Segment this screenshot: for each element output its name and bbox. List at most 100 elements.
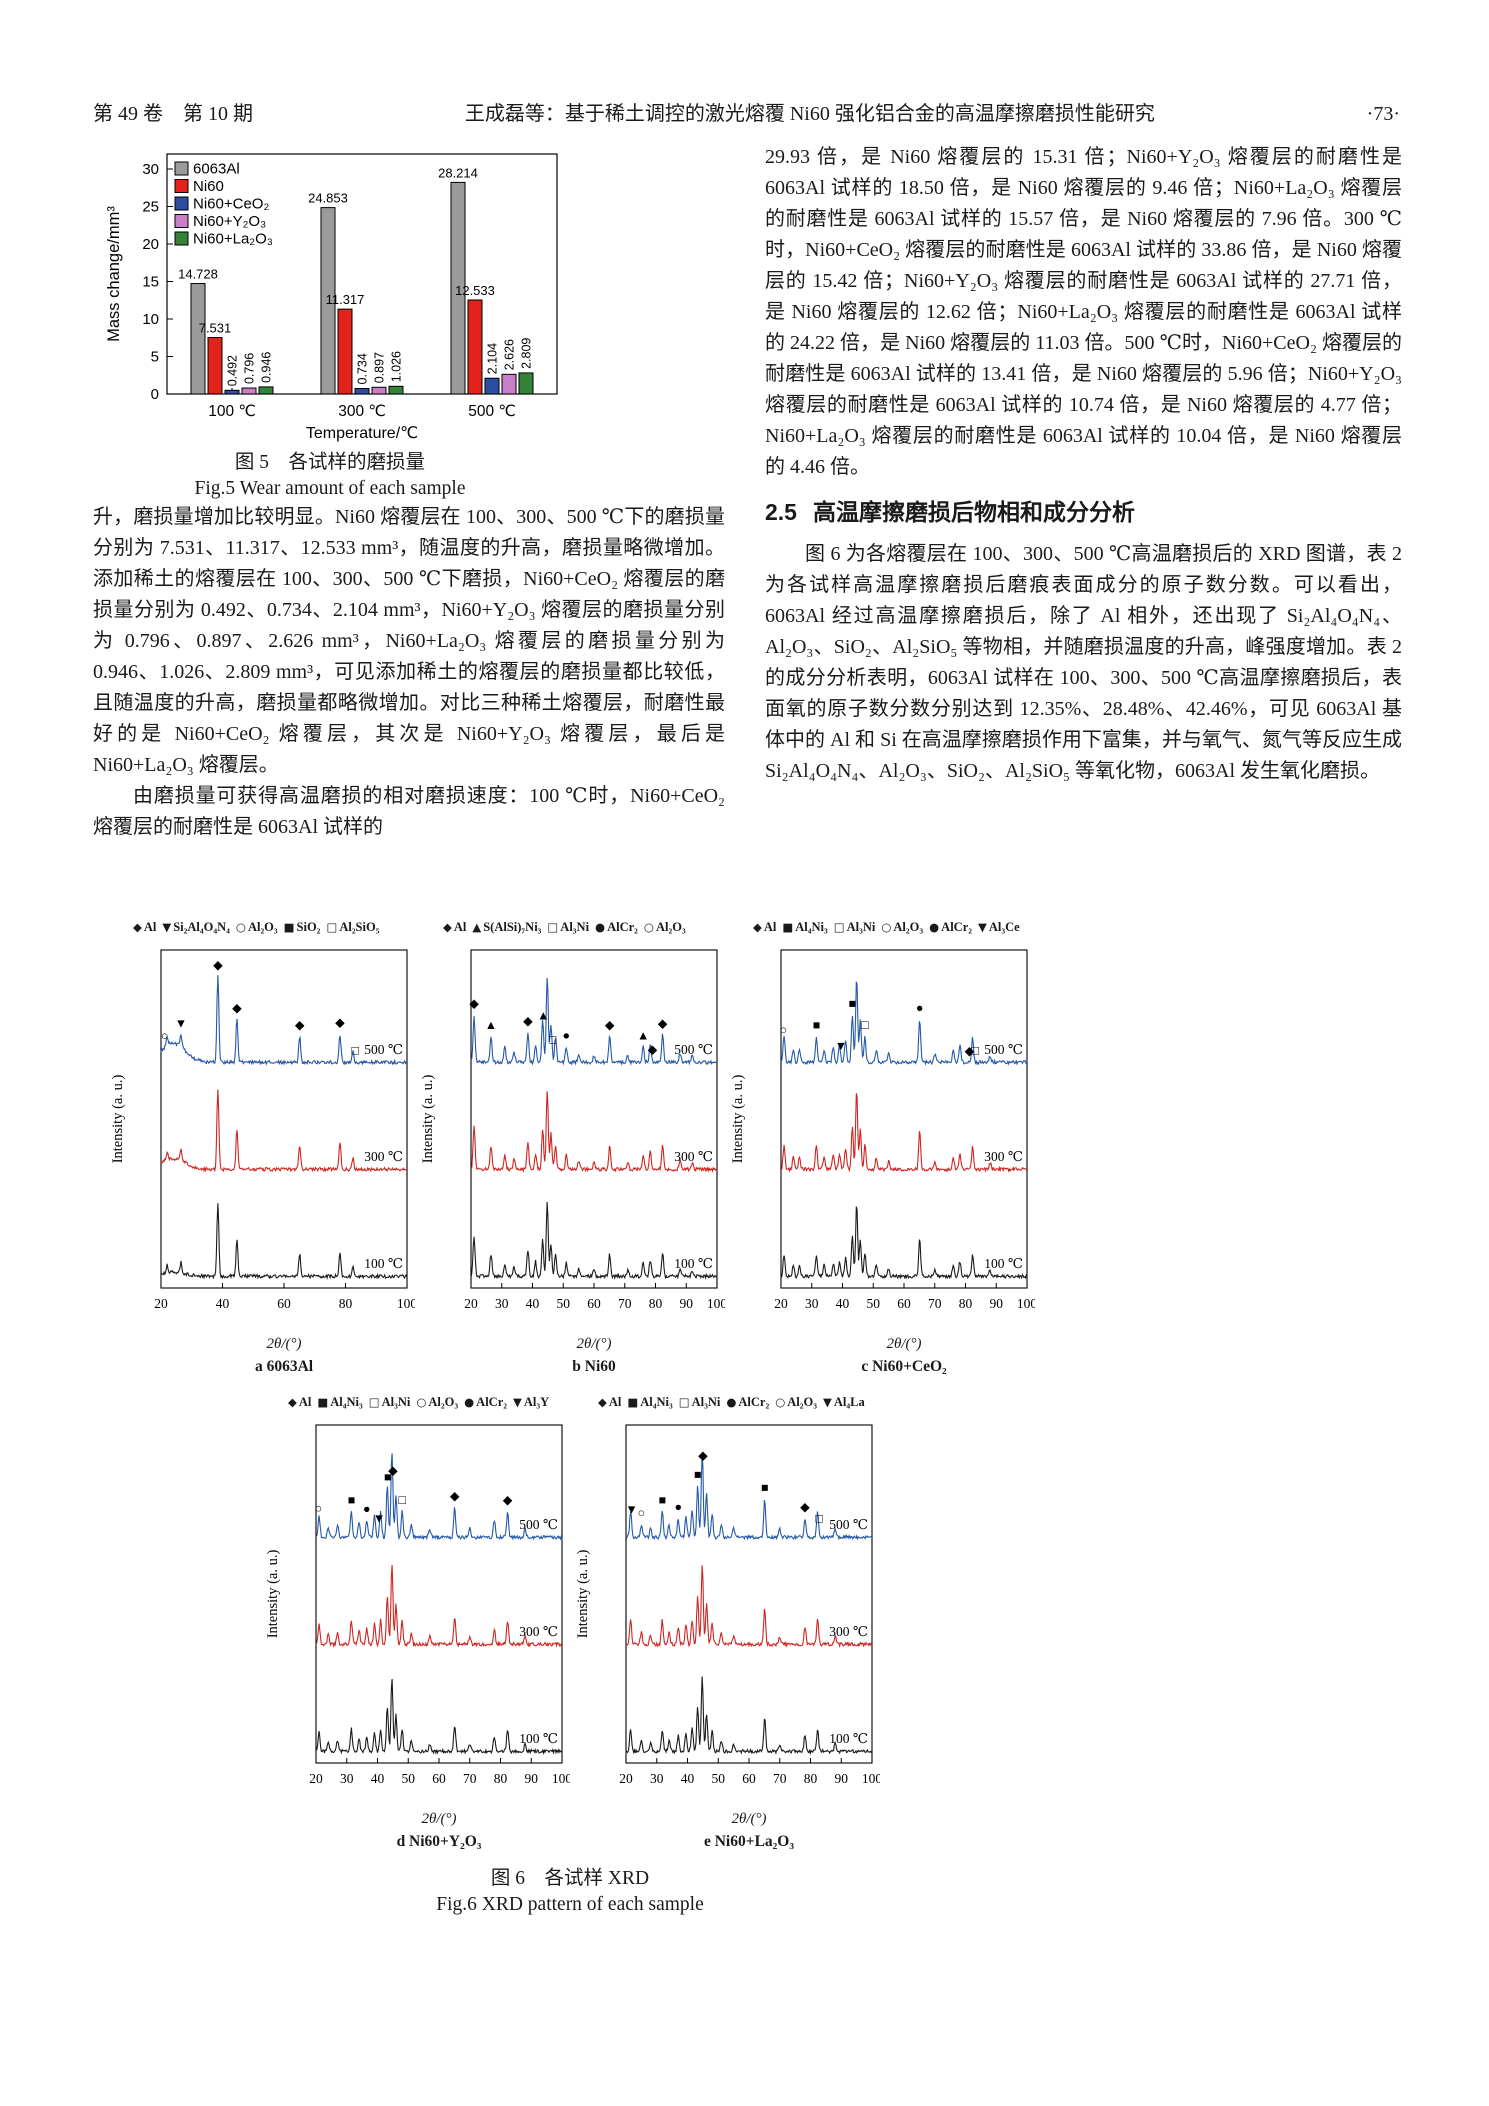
phase-name: Al₂O₃: [428, 1395, 459, 1409]
bar-value: 0.796: [243, 353, 257, 384]
phase-marker-icon: ◆: [658, 1016, 668, 1030]
legend-entry: □ Al₃Ni: [547, 920, 589, 934]
y-axis-label: Intensity (a. u.): [420, 1075, 436, 1164]
phase-symbol-icon: □: [368, 1395, 380, 1409]
phase-marker-icon: ▲: [537, 1009, 549, 1023]
phase-marker-icon: ○: [638, 1506, 646, 1520]
phase-marker-icon: ●: [916, 1001, 924, 1015]
phase-marker-icon: □: [861, 1018, 869, 1032]
x-tick-label: 20: [309, 1771, 323, 1786]
x-tick-label: 90: [525, 1771, 539, 1786]
y-tick-label: 0: [151, 386, 159, 403]
xrd-curve-500℃: [315, 1453, 563, 1541]
xrd-subplot-a: ◆ Al ▼ Si₂Al₄O₄N₄ ○ Al₂O₃ ■ SiO₂ □ Al₂SiO₅ Intensi…: [105, 920, 417, 1381]
phase-marker-icon: ○: [315, 1501, 323, 1515]
phase-marker-icon: ■: [384, 1470, 392, 1484]
legend-entry: ○ Al₂O₃: [236, 920, 278, 934]
x-tick-label: 20: [774, 1296, 788, 1311]
x-axis-label: 2θ/(°): [266, 1336, 302, 1352]
bar-Ni60+CeO₂: [354, 387, 370, 395]
phase-marker-icon: ○: [161, 1029, 169, 1043]
phase-marker-icon: ▼: [373, 1511, 385, 1525]
legend-entry: ▼ Si₂Al₄O₄N₄: [162, 920, 230, 934]
y-axis-label: Intensity (a. u.): [575, 1550, 591, 1639]
x-tick-label: 80: [804, 1771, 818, 1786]
phase-name: Al₃Ni: [691, 1395, 721, 1409]
phase-marker-icon: ◆: [213, 958, 223, 972]
figure6-row1: ◆ Al ▼ Si₂Al₄O₄N₄ ○ Al₂O₃ ■ SiO₂ □ Al₂SiO₅ Intensi…: [105, 920, 1037, 1381]
xrd-curve-300℃: [625, 1565, 873, 1649]
bar-Ni60+Y₂O₃: [371, 386, 387, 395]
x-tick-label: 80: [959, 1296, 973, 1311]
legend-label: Ni60+CeO₂: [193, 196, 269, 213]
phase-name: AlCr₂: [738, 1395, 770, 1409]
phase-marker-icon: ●: [674, 1500, 682, 1514]
bar-Ni60+CeO₂: [224, 389, 240, 395]
phase-marker-icon: ▼: [625, 1502, 637, 1516]
x-tick-label: 90: [990, 1296, 1004, 1311]
y-tick-label: 5: [151, 349, 159, 366]
x-tick-label: 100: [862, 1771, 880, 1786]
bar-value: 2.809: [520, 338, 534, 369]
phase-symbol-icon: ■: [317, 1395, 329, 1409]
bar-value: 28.214: [438, 165, 478, 180]
plot-frame: [315, 1424, 563, 1764]
legend-swatch: [174, 179, 189, 193]
bar-Ni60+La₂O₃: [518, 372, 534, 395]
phase-marker-icon: ○: [780, 1023, 788, 1037]
legend-swatch: [174, 161, 189, 176]
legend-entry: ▼ Al₄La: [823, 1395, 865, 1409]
legend-entry: □ Al₃Ni: [369, 1395, 411, 1409]
legend-entry: ○ Al₂O₃: [775, 1395, 817, 1409]
phase-name: Al: [763, 920, 777, 934]
phase-marker-icon: ◆: [648, 1042, 658, 1056]
xrd-curve-300℃: [470, 1091, 718, 1174]
x-axis-label: 2θ/(°): [886, 1336, 922, 1352]
page-header: 第 49 卷 第 10 期 王成磊等：基于稀土调控的激光熔覆 Ni60 强化铝合…: [93, 97, 1400, 126]
phase-symbol-icon: ◆: [288, 1395, 297, 1409]
section-heading: 2.5 高温摩擦磨损后物相和成分分析: [765, 497, 1402, 527]
legend-label: Ni60: [193, 178, 224, 195]
phase-symbol-icon: ●: [464, 1395, 475, 1409]
subplot-label: d Ni60+Y₂O₃: [396, 1833, 482, 1850]
xrd-plot: Intensity (a. u.) 20 30 40 50 60 70 80 90 100 100 …: [265, 1424, 572, 1786]
xrd-curve-500℃: [160, 975, 408, 1066]
xrd-legend: ◆ Al ■ Al₄Ni₃ □ Al₃Ni ○ Al₂O₃ ● AlCr₂ ▼ Al₃Ce: [725, 920, 1035, 944]
x-tick-label: 100 ℃: [208, 403, 256, 420]
x-tick-label: 40: [681, 1771, 695, 1786]
legend-entry: ▼ Al₃Y: [513, 1395, 549, 1409]
phase-symbol-icon: ◆: [133, 920, 142, 934]
curve-label: 100 ℃: [829, 1731, 868, 1746]
legend-entry: ● AlCr₂: [929, 920, 972, 934]
phase-marker-icon: ◆: [388, 1464, 398, 1478]
x-tick-label: 80: [339, 1296, 353, 1311]
phase-marker-icon: ▼: [175, 1017, 187, 1031]
phase-marker-icon: ●: [563, 1029, 571, 1043]
phase-marker-icon: ◆: [469, 997, 479, 1011]
legend-swatch: [174, 231, 189, 246]
bar-value: 1.026: [390, 351, 404, 382]
phase-symbol-icon: ▲: [472, 920, 482, 934]
bar-Ni60+Y₂O₃: [501, 373, 517, 395]
phase-symbol-icon: ▼: [513, 1395, 522, 1409]
x-tick-label: 100: [1017, 1296, 1035, 1311]
x-axis-label: 2θ/(°): [421, 1811, 457, 1827]
phase-name: Al: [143, 920, 157, 934]
phase-marker-icon: ■: [694, 1467, 702, 1481]
body-paragraph: 图 6 为各熔覆层在 100、300、500 ℃高温磨损后的 XRD 图谱，表 …: [765, 543, 1402, 782]
legend-entry: ◆ Al: [753, 920, 776, 934]
wear-bar-chart: 0 5 10 15 20 25 30 Mass change/mm³ 100 ℃ 14.728 7.…: [105, 153, 558, 442]
phase-symbol-icon: ▼: [823, 1395, 832, 1409]
figure5-caption-en: Fig.5 Wear amount of each sample: [194, 478, 466, 499]
curve-label: 500 ℃: [674, 1042, 713, 1057]
figure6-captions: 图 6 各试样 XRD Fig.6 XRD pattern of each sa…: [105, 1866, 1035, 1918]
phase-symbol-icon: ●: [726, 1395, 737, 1409]
curve-label: 500 ℃: [519, 1517, 558, 1532]
x-tick-label: 30: [340, 1771, 354, 1786]
phase-name: SiO₂: [296, 920, 321, 934]
xrd-subplot-c: ◆ Al ■ Al₄Ni₃ □ Al₃Ni ○ Al₂O₃ ● AlCr₂ ▼ Al₃Ce Intens…: [725, 920, 1037, 1381]
x-tick-label: 70: [773, 1771, 787, 1786]
page-number: ·73·: [1366, 103, 1400, 125]
x-tick-label: 30: [650, 1771, 664, 1786]
